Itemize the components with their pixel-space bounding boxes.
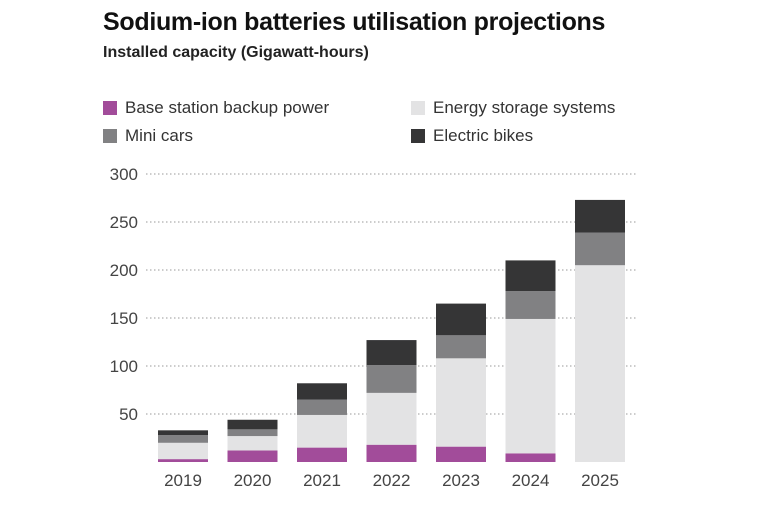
bar-2025-series-1 [575, 265, 625, 462]
x-tick-label-2025: 2025 [581, 471, 619, 490]
legend-item-energy-storage: Energy storage systems [411, 98, 615, 118]
legend-label-energy-storage: Energy storage systems [433, 98, 616, 117]
bar-2020-series-3 [227, 419, 278, 430]
legend-item-base-station: Base station backup power [103, 98, 329, 118]
legend-label-electric-bikes: Electric bikes [433, 126, 534, 145]
bar-2019-series-2 [158, 435, 208, 443]
legend-swatch-electric-bikes [411, 129, 425, 143]
legend-swatch-base-station [103, 101, 117, 115]
legend-label-mini-cars: Mini cars [125, 126, 194, 145]
bar-2025-series-2 [575, 232, 625, 266]
x-tick-label-2020: 2020 [234, 471, 272, 490]
bar-2023-series-2 [436, 335, 486, 359]
legend-item-electric-bikes: Electric bikes [411, 126, 533, 146]
bar-2025-series-3 [575, 199, 625, 233]
x-tick-label-2022: 2022 [373, 471, 411, 490]
bar-2022-series-3 [366, 340, 417, 366]
bar-2021-series-1 [297, 414, 347, 448]
bar-2020-series-0 [227, 450, 278, 462]
chart-subtitle: Installed capacity (Gigawatt-hours) [103, 44, 369, 61]
bar-2022-series-1 [366, 392, 417, 445]
y-tick-label-100: 100 [110, 357, 138, 376]
bar-2022-series-0 [366, 444, 417, 462]
bar-2024-series-1 [505, 318, 556, 454]
y-tick-label-50: 50 [119, 405, 138, 424]
bar-2022-series-2 [366, 365, 417, 393]
legend-swatch-mini-cars [103, 129, 117, 143]
bar-2023-series-1 [436, 358, 486, 447]
y-tick-label-300: 300 [110, 165, 138, 184]
bar-2021-series-2 [297, 399, 347, 415]
bar-2024-series-3 [505, 260, 556, 292]
bar-2019-series-3 [158, 430, 208, 436]
x-tick-label-2023: 2023 [442, 471, 480, 490]
legend-label-base-station: Base station backup power [125, 98, 330, 117]
bar-2021-series-0 [297, 447, 347, 462]
x-tick-label-2019: 2019 [164, 471, 202, 490]
y-tick-label-200: 200 [110, 261, 138, 280]
x-tick-label-2024: 2024 [512, 471, 550, 490]
bar-2024-series-0 [505, 453, 556, 462]
y-tick-label-150: 150 [110, 309, 138, 328]
x-tick-label-2021: 2021 [303, 471, 341, 490]
bar-2019-series-0 [158, 459, 208, 462]
y-tick-label-250: 250 [110, 213, 138, 232]
bar-2020-series-1 [227, 436, 278, 451]
bar-2019-series-1 [158, 442, 208, 460]
bar-2023-series-3 [436, 303, 486, 336]
chart-title: Sodium-ion batteries utilisation project… [103, 8, 606, 36]
legend-item-mini-cars: Mini cars [103, 126, 193, 146]
bar-2023-series-0 [436, 446, 486, 462]
bar-2024-series-2 [505, 291, 556, 319]
bar-2021-series-3 [297, 383, 347, 400]
bar-2020-series-2 [227, 429, 278, 437]
legend-swatch-energy-storage [411, 101, 425, 115]
